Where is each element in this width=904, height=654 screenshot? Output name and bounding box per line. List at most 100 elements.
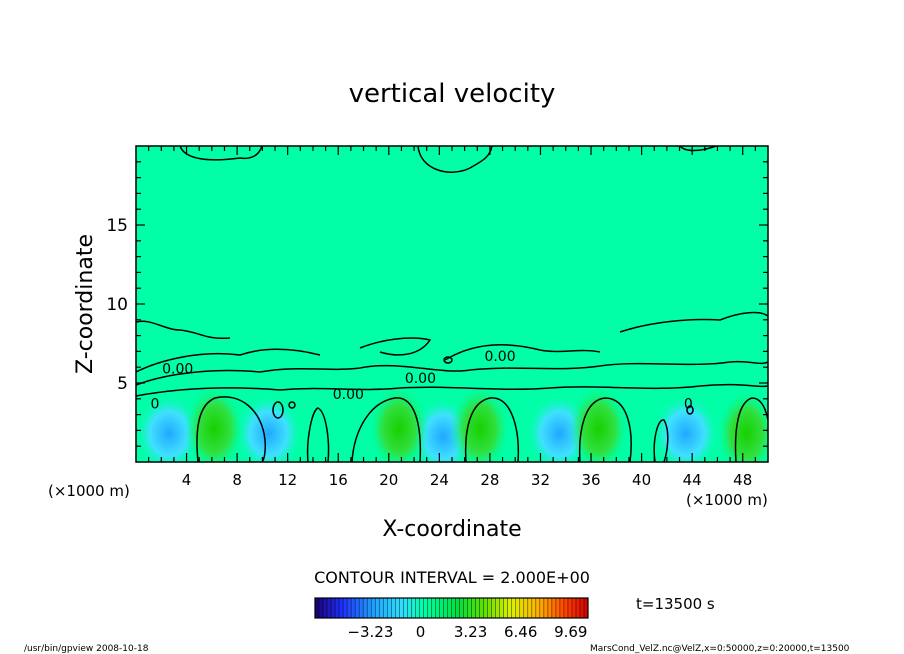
contour-line <box>136 348 321 373</box>
contour-line <box>417 146 493 173</box>
colorbar-tick-label: 3.23 <box>454 623 487 641</box>
x-axis-label: X-coordinate <box>382 517 521 542</box>
contour-line <box>136 320 231 340</box>
colorbar-cell <box>375 598 380 618</box>
colorbar-cell <box>383 598 388 618</box>
x-tick-label: 32 <box>531 471 550 489</box>
y-axis-label: Z-coordinate <box>73 234 98 374</box>
contour-line <box>359 337 432 356</box>
footer-left: /usr/bin/gpview 2008-10-18 <box>24 644 149 654</box>
colorbar-cell <box>343 598 348 618</box>
colorbar-cell <box>551 598 557 618</box>
colorbar-cell <box>487 598 493 618</box>
colorbar-cell <box>379 598 384 618</box>
y-tick-label: 5 <box>117 374 128 394</box>
colorbar-cell <box>511 598 517 618</box>
colorbar-cell <box>495 598 501 618</box>
x-tick-label: 48 <box>733 471 752 489</box>
colorbar-cell <box>315 598 320 618</box>
contour-label: 0 <box>150 396 159 412</box>
colorbar-cell <box>451 598 456 618</box>
x-tick-label: 44 <box>683 471 702 489</box>
y-tick-label: 10 <box>106 295 128 315</box>
contour-line <box>272 401 284 419</box>
colorbar-cell <box>515 598 521 618</box>
colorbar-cell <box>323 598 328 618</box>
contour-line <box>444 344 601 361</box>
colorbar-cell <box>351 598 356 618</box>
contour-line <box>679 146 717 152</box>
contour-label: 0.00 <box>162 362 193 378</box>
colorbar-cell <box>455 598 460 618</box>
colorbar-cell <box>371 598 376 618</box>
contour-line <box>288 401 296 409</box>
colorbar-cell <box>363 598 368 618</box>
updraft-blob <box>368 384 429 462</box>
colorbar-cell <box>563 598 569 618</box>
time-label: t=13500 s <box>636 595 715 613</box>
colorbar-cell <box>559 598 565 618</box>
colorbar-cell <box>399 598 404 618</box>
colorbar-cell <box>439 598 444 618</box>
colorbar-cell <box>355 598 360 618</box>
footer-right: MarsCond_VelZ.nc@VelZ,x=0:50000,z=0:2000… <box>590 644 850 654</box>
x-tick-label: 24 <box>430 471 449 489</box>
colorbar-cell <box>507 598 513 618</box>
downdraft-blob <box>651 393 720 462</box>
colorbar-cell <box>503 598 509 618</box>
x-tick-label: 8 <box>232 471 242 489</box>
updraft-blob <box>449 384 510 462</box>
contour-interval: CONTOUR INTERVAL = 2.000E+00 <box>314 568 590 587</box>
contour-line <box>653 419 669 462</box>
chart-title: vertical velocity <box>349 79 556 109</box>
contour-line <box>686 405 694 415</box>
contour-line <box>443 356 453 364</box>
contour-label: 0.00 <box>333 387 364 403</box>
contour-label: 0 <box>684 396 693 412</box>
colorbar-cell <box>415 598 420 618</box>
x-tick-label: 28 <box>480 471 499 489</box>
colorbar-cell <box>435 598 440 618</box>
contour-label: 0.00 <box>405 371 436 387</box>
colorbar-cell <box>339 598 344 618</box>
colorbar-cell <box>447 598 452 618</box>
colorbar-cell <box>331 598 336 618</box>
x-tick-label: 40 <box>632 471 651 489</box>
colorbar-cell <box>535 598 541 618</box>
colorbar-frame <box>314 597 589 619</box>
colorbar-cell <box>411 598 416 618</box>
contour-line <box>578 397 632 462</box>
x-unit-right: (×1000 m) <box>686 491 768 509</box>
colorbar-cell <box>479 598 485 618</box>
colorbar-cell <box>491 598 497 618</box>
colorbar-cell <box>471 598 476 618</box>
colorbar-cell <box>555 598 561 618</box>
colorbar-cell <box>403 598 408 618</box>
colorbar-cell <box>423 598 428 618</box>
colorbar-cell <box>347 598 352 618</box>
colorbar-cell <box>543 598 549 618</box>
colorbar-cell <box>571 598 577 618</box>
colorbar-cell <box>583 598 589 618</box>
colorbar-cell <box>359 598 364 618</box>
contour-label: 0.00 <box>484 349 515 365</box>
contour-line <box>196 396 266 462</box>
y-tick-label: 15 <box>106 216 128 236</box>
colorbar-cell <box>575 598 581 618</box>
contour-line <box>306 407 330 462</box>
colorbar-cell <box>319 598 324 618</box>
contour-labels: 0.00 0.00 0.00 0.00 0 0 <box>150 349 692 412</box>
colorbar-tick-label: 0 <box>416 623 426 641</box>
field-blobs <box>136 384 768 462</box>
colorbar: −3.23 0 3.23 6.46 9.69 <box>314 597 589 641</box>
colorbar-tick-label: 6.46 <box>504 623 537 641</box>
colorbar-cell <box>427 598 432 618</box>
contour-line <box>136 360 768 386</box>
downdraft-blob <box>234 393 303 462</box>
colorbar-cell <box>419 598 424 618</box>
contour-line <box>136 383 768 397</box>
colorbar-cell <box>547 598 553 618</box>
colorbar-cell <box>367 598 372 618</box>
